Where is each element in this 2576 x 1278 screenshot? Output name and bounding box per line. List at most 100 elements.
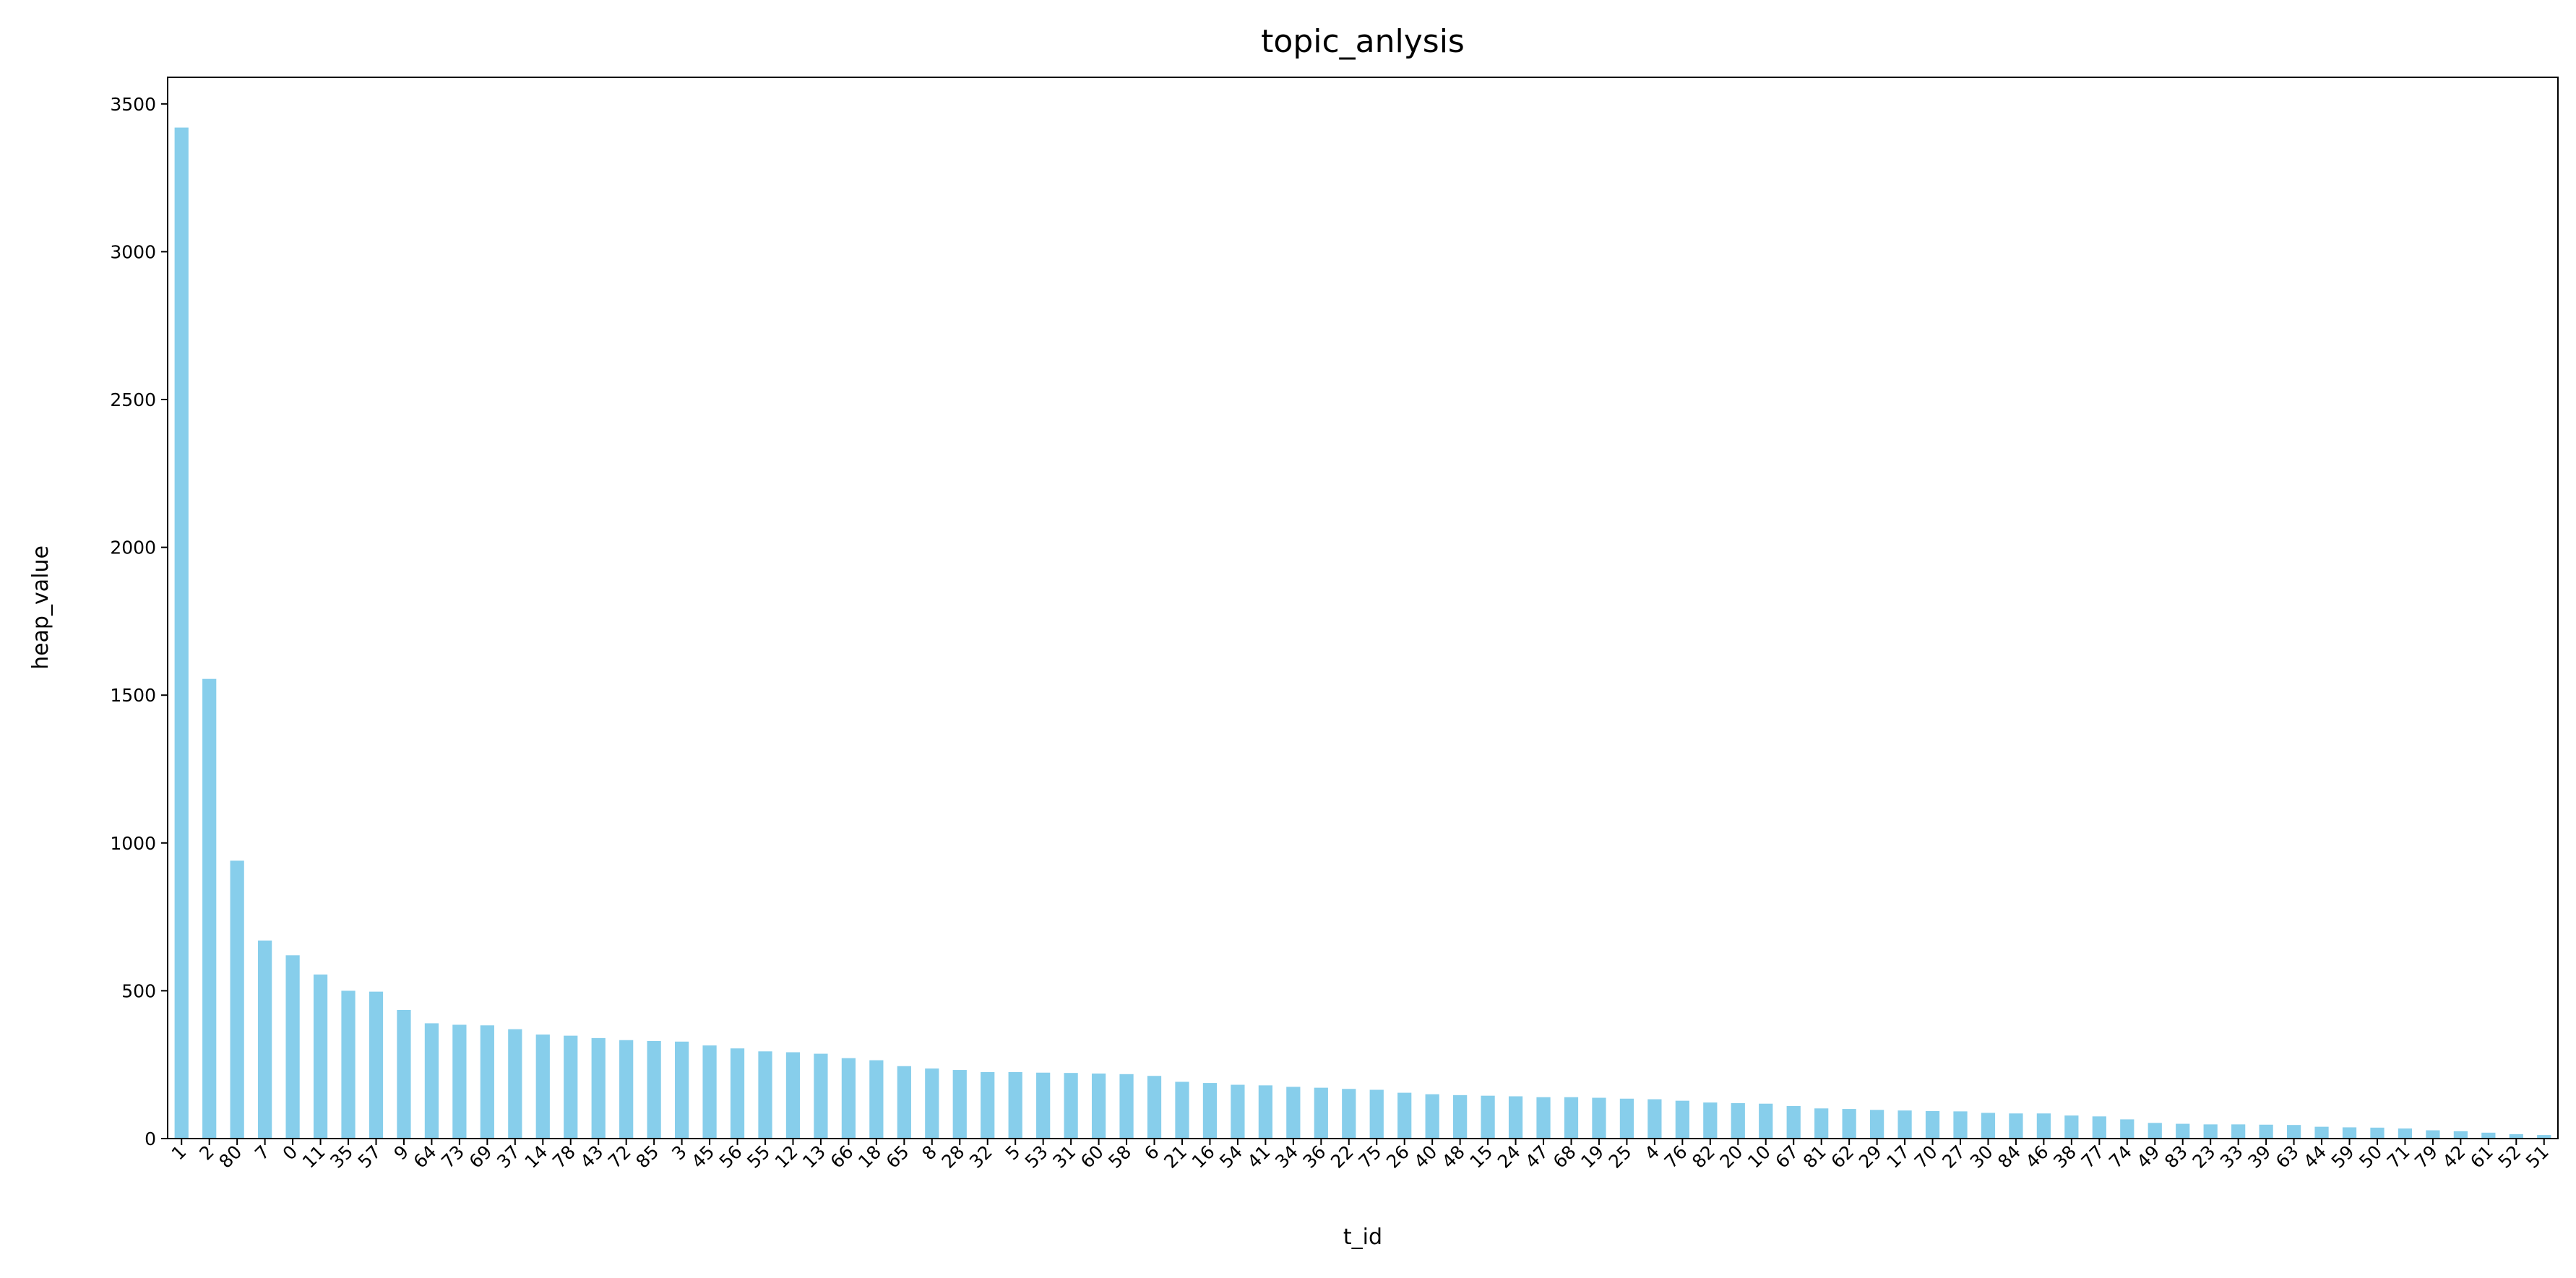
x-tick-label: 8 [918,1141,941,1165]
x-tick-label: 28 [937,1141,968,1173]
x-tick-label: 60 [1077,1141,1108,1173]
x-tick-label: 67 [1771,1141,1802,1173]
x-tick-label: 5 [1001,1141,1025,1165]
x-tick-label: 70 [1911,1141,1942,1173]
y-tick-label: 3500 [110,94,156,115]
x-tick-label: 53 [1021,1141,1052,1173]
x-tick-label: 77 [2077,1141,2108,1173]
bar [952,1070,967,1139]
x-tick-label: 24 [1494,1141,1525,1173]
bar [1453,1094,1468,1139]
x-tick-label: 65 [882,1141,913,1173]
bar [925,1068,939,1139]
bar [2453,1131,2468,1139]
x-tick-label: 79 [2411,1141,2442,1173]
x-tick-label: 35 [326,1141,357,1173]
x-tick-label: 22 [1327,1141,1358,1173]
bar [2148,1123,2162,1139]
bar [1869,1110,1884,1139]
x-tick-label: 72 [604,1141,635,1173]
x-tick-label: 73 [437,1141,468,1173]
x-tick-label: 37 [493,1141,524,1173]
bar [1814,1108,1829,1139]
x-tick-label: 25 [1605,1141,1636,1173]
x-tick-label: 84 [1994,1141,2025,1173]
bar [424,1023,439,1139]
bar [869,1060,884,1139]
bar [2426,1130,2440,1139]
bar [1119,1074,1134,1139]
bar [674,1041,689,1139]
bar [758,1051,772,1139]
chart-title: topic_anlysis [1261,23,1465,60]
x-tick-label: 43 [576,1141,607,1173]
bar [647,1040,661,1139]
bar [2342,1127,2357,1139]
x-tick-label: 82 [1688,1141,1719,1173]
bar [2481,1132,2496,1139]
bar [1397,1092,1412,1139]
bar [1731,1102,1745,1139]
bar [2203,1124,2218,1139]
bar [1897,1110,1912,1139]
bar [981,1071,995,1139]
x-tick-label: 36 [1299,1141,1330,1173]
x-tick-label: 78 [548,1141,580,1173]
bar [730,1048,745,1139]
bar [1036,1072,1051,1139]
x-tick-label: 10 [1744,1141,1775,1173]
x-tick-label: 26 [1382,1141,1413,1173]
bar [2314,1126,2329,1139]
bar [2009,1113,2023,1139]
x-tick-label: 69 [465,1141,496,1173]
x-tick-label: 46 [2022,1141,2053,1173]
bar [1175,1081,1189,1139]
x-tick-label: 64 [410,1141,441,1173]
bar [1231,1084,1245,1139]
x-tick-label: 11 [298,1141,329,1173]
x-tick-label: 27 [1938,1141,1969,1173]
x-tick-label: 52 [2494,1141,2525,1173]
y-axis-label: heap_value [28,545,53,670]
bar [202,678,217,1139]
bar [452,1024,467,1139]
x-tick-label: 32 [965,1141,996,1173]
y-tick-label: 3000 [110,241,156,262]
bar [341,990,356,1139]
x-tick-label: 40 [1410,1141,1441,1173]
x-tick-label: 20 [1716,1141,1747,1173]
bar [2092,1116,2106,1139]
x-tick-label: 33 [2216,1141,2247,1173]
bar [2370,1127,2385,1139]
bar [2231,1124,2246,1139]
x-tick-label: 29 [1855,1141,1886,1173]
x-tick-label: 6 [1140,1141,1163,1165]
x-tick-label: 76 [1660,1141,1692,1173]
x-tick-label: 7 [251,1141,274,1165]
y-tick-label: 0 [145,1128,156,1149]
y-tick-label: 2500 [110,389,156,410]
bar [897,1066,911,1139]
bar [2509,1134,2523,1139]
bar [1258,1085,1272,1139]
x-tick-label: 74 [2105,1141,2136,1173]
bar [174,127,189,1139]
x-tick-label: 23 [2188,1141,2219,1173]
x-tick-label: 12 [771,1141,802,1173]
x-tick-label: 42 [2439,1141,2470,1173]
bar [841,1058,856,1139]
bar [1314,1087,1328,1139]
x-tick-label: 59 [2327,1141,2359,1173]
x-tick-label: 41 [1244,1141,1275,1173]
bar [1619,1098,1634,1139]
bar [2259,1124,2273,1139]
bar [2036,1113,2051,1139]
bar [1786,1105,1801,1139]
x-tick-label: 56 [715,1141,746,1173]
bar [1008,1071,1022,1139]
x-tick-label: 62 [1827,1141,1858,1173]
bar [1202,1083,1218,1139]
bar [369,991,384,1139]
x-tick-label: 1 [168,1141,191,1165]
